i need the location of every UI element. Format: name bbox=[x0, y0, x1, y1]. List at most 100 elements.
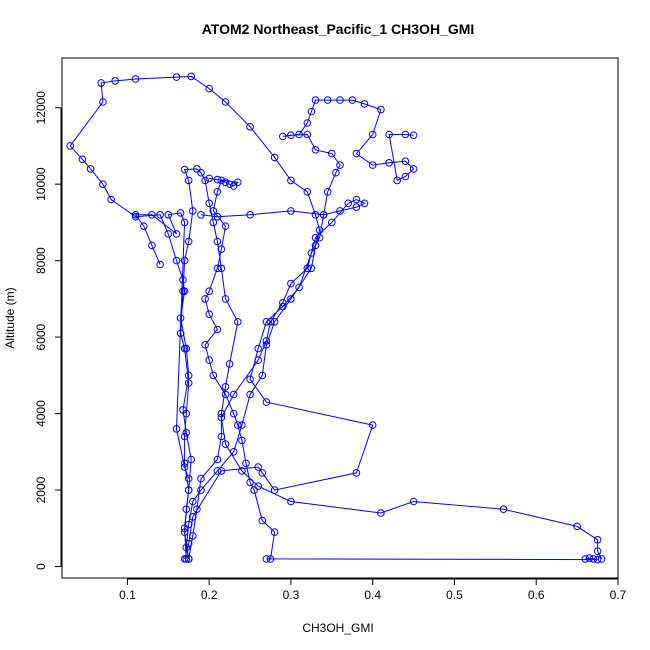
series-line bbox=[200, 198, 603, 560]
data-point bbox=[573, 522, 581, 531]
data-point bbox=[254, 463, 263, 471]
data-point bbox=[385, 130, 393, 139]
data-point bbox=[205, 199, 213, 208]
data-point bbox=[172, 73, 181, 81]
data-point bbox=[593, 536, 602, 544]
data-point bbox=[246, 390, 254, 399]
data-point bbox=[254, 482, 263, 491]
data-point bbox=[184, 474, 193, 483]
data-point bbox=[209, 371, 218, 380]
data-point bbox=[328, 149, 336, 158]
data-point bbox=[352, 469, 361, 477]
data-point bbox=[111, 77, 119, 85]
data-point bbox=[213, 237, 222, 246]
data-point bbox=[348, 96, 357, 104]
data-point bbox=[180, 256, 189, 265]
data-point bbox=[229, 182, 238, 190]
data-point bbox=[246, 478, 254, 487]
plot-frame bbox=[61, 57, 619, 579]
data-point bbox=[593, 547, 602, 556]
data-point bbox=[131, 75, 140, 83]
data-point bbox=[176, 209, 185, 217]
x-tick-label: 0.6 bbox=[528, 588, 545, 602]
data-point bbox=[217, 245, 226, 253]
y-tick-label: 2000 bbox=[34, 476, 48, 503]
data-point bbox=[258, 469, 267, 477]
data-point bbox=[279, 132, 287, 141]
data-point bbox=[99, 180, 107, 188]
data-point bbox=[352, 203, 361, 211]
data-point bbox=[229, 390, 238, 399]
series-layer bbox=[66, 72, 606, 564]
data-point bbox=[131, 211, 140, 219]
data-point bbox=[311, 96, 320, 104]
data-point bbox=[499, 505, 508, 514]
data-point bbox=[156, 260, 164, 269]
data-point bbox=[187, 455, 195, 464]
data-point bbox=[262, 398, 271, 406]
y-axis: 0 2000 4000 6000 8000 10000 12000 bbox=[34, 91, 62, 570]
data-point bbox=[131, 212, 140, 221]
data-point bbox=[368, 130, 377, 139]
data-point bbox=[180, 555, 189, 563]
data-point bbox=[287, 497, 295, 506]
data-point bbox=[201, 176, 209, 185]
data-point bbox=[182, 505, 191, 514]
data-point bbox=[213, 264, 222, 273]
data-point bbox=[182, 409, 191, 418]
series-line bbox=[184, 99, 415, 560]
data-point bbox=[164, 211, 173, 219]
series-group bbox=[180, 96, 418, 563]
data-point bbox=[205, 287, 213, 296]
data-point bbox=[377, 509, 385, 517]
data-point bbox=[266, 555, 275, 563]
data-point bbox=[66, 142, 74, 150]
data-point bbox=[311, 233, 320, 242]
data-point bbox=[287, 279, 295, 288]
data-point bbox=[323, 96, 332, 104]
data-point bbox=[217, 467, 226, 475]
data-point bbox=[323, 188, 332, 196]
data-point bbox=[209, 207, 218, 215]
data-point bbox=[597, 555, 606, 563]
data-point bbox=[205, 356, 213, 364]
data-point bbox=[295, 130, 303, 139]
data-point bbox=[262, 337, 271, 345]
data-point bbox=[197, 168, 205, 177]
data-point bbox=[401, 130, 410, 139]
data-point bbox=[197, 486, 205, 494]
data-point bbox=[352, 149, 361, 158]
data-point bbox=[180, 344, 189, 353]
data-point bbox=[197, 211, 205, 219]
data-point bbox=[180, 432, 189, 441]
data-point bbox=[303, 130, 312, 139]
data-point bbox=[172, 256, 181, 265]
data-point bbox=[234, 318, 242, 326]
data-point bbox=[238, 421, 246, 429]
data-point bbox=[197, 474, 205, 483]
data-point bbox=[262, 318, 271, 326]
data-point bbox=[311, 241, 320, 250]
data-point bbox=[262, 555, 271, 563]
data-point bbox=[209, 218, 218, 227]
series-group bbox=[197, 195, 606, 563]
data-point bbox=[221, 222, 230, 230]
data-point bbox=[295, 283, 303, 292]
data-point bbox=[393, 176, 402, 185]
data-point bbox=[368, 161, 377, 169]
data-point bbox=[352, 195, 361, 204]
data-point bbox=[184, 539, 193, 548]
data-point bbox=[229, 409, 238, 418]
data-point bbox=[307, 107, 316, 116]
data-point bbox=[172, 230, 181, 238]
y-tick-label: 6000 bbox=[34, 323, 48, 350]
data-point bbox=[213, 188, 222, 196]
data-point bbox=[287, 295, 295, 303]
chart-title: ATOM2 Northeast_Pacific_1 CH3OH_GMI bbox=[202, 21, 475, 37]
data-point bbox=[213, 325, 222, 334]
data-point bbox=[213, 467, 222, 475]
y-tick-label: 8000 bbox=[34, 247, 48, 274]
data-point bbox=[360, 199, 369, 208]
data-point bbox=[234, 421, 242, 429]
